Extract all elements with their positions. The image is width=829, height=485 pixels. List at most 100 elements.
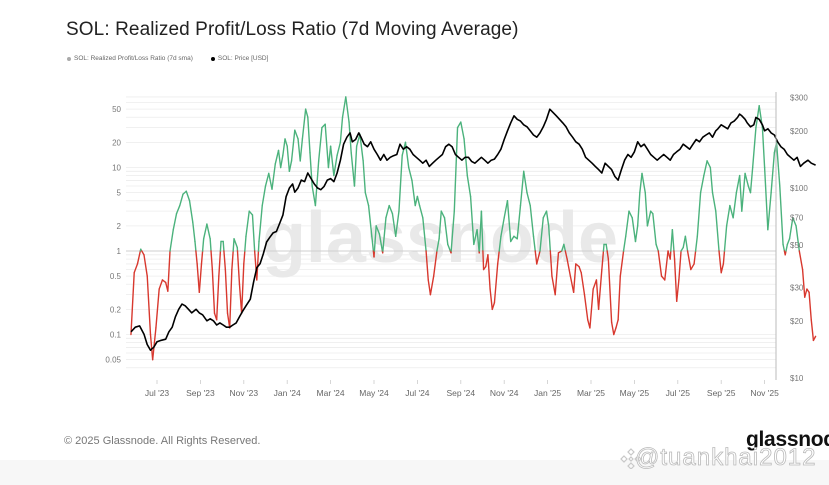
ratio-segment xyxy=(244,235,247,252)
gridlines xyxy=(126,96,776,369)
ratio-segment xyxy=(798,250,804,271)
ratio-segment xyxy=(694,235,699,252)
ratio-segment xyxy=(429,275,435,296)
ratio-segment xyxy=(456,121,462,129)
ratio-segment xyxy=(564,250,568,260)
ratio-segment xyxy=(143,254,148,277)
right-axis-tick-label: $50 xyxy=(790,241,804,250)
legend-item-price[interactable]: SOL: Price [USD] xyxy=(210,55,268,62)
ratio-segment xyxy=(194,240,197,252)
ratio-segment xyxy=(371,235,375,252)
ratio-segment xyxy=(301,108,307,140)
ratio-segment xyxy=(192,221,196,243)
ratio-segment xyxy=(432,250,438,277)
ratio-segment xyxy=(215,275,220,321)
ratio-segment xyxy=(288,160,293,173)
ratio-segment xyxy=(646,210,652,227)
ratio-segment xyxy=(549,250,553,277)
ratio-segment xyxy=(388,204,394,215)
ratio-segment xyxy=(268,172,273,190)
legend-item-ratio[interactable]: SOL: Realized Profit/Loss Ratio (7d sma) xyxy=(67,55,193,62)
ratio-segment xyxy=(261,185,267,207)
ratio-segment xyxy=(286,145,291,173)
ratio-segment xyxy=(605,243,608,252)
ratio-segment xyxy=(686,250,692,271)
ratio-segment xyxy=(489,288,493,311)
ratio-segment xyxy=(782,243,786,252)
ratio-segment xyxy=(172,212,178,231)
ratio-segment xyxy=(210,250,214,271)
ratio-segment xyxy=(416,195,421,207)
ratio-segment xyxy=(219,240,222,252)
ratio-segment xyxy=(206,223,211,240)
ratio-segment xyxy=(539,217,544,252)
ratio-segment xyxy=(741,172,746,212)
ratio-segment xyxy=(336,141,342,156)
ratio-segment xyxy=(243,250,246,265)
ratio-segment xyxy=(317,126,323,162)
copyright-footer: © 2025 Glassnode. All Rights Reserved. xyxy=(64,435,261,447)
ratio-segment xyxy=(274,149,280,165)
ratio-segment xyxy=(804,288,808,298)
x-axis-tick-label: Mar '24 xyxy=(317,388,345,398)
right-axis-tick-label: $200 xyxy=(790,127,808,136)
x-axis-ticks: Jul '23 Sep '23 Nov '23 Jan '24 Mar '24 May '… xyxy=(145,380,779,398)
ratio-segment xyxy=(198,263,203,294)
ratio-segment xyxy=(536,250,541,265)
ratio-segment xyxy=(373,225,377,252)
ratio-segment xyxy=(779,185,784,246)
ratio-segment xyxy=(684,235,689,252)
left-axis-ticks: 0.05 0.1 0.2 0.5 1 2 5 10 20 50 xyxy=(105,105,121,365)
ratio-segment xyxy=(324,123,330,169)
ratio-segment xyxy=(218,250,222,277)
x-axis-tick-label: Jul '23 xyxy=(145,388,170,398)
ratio-segment xyxy=(578,265,582,274)
left-axis-tick-label: 0.1 xyxy=(110,331,122,340)
ratio-segment xyxy=(425,250,429,281)
ratio-segment xyxy=(311,185,317,207)
ratio-segment xyxy=(299,138,304,162)
ratio-segment xyxy=(202,223,208,240)
ratio-segment xyxy=(480,210,484,252)
ratio-segment xyxy=(222,240,225,252)
ratio-segment xyxy=(290,129,296,162)
ratio-segment xyxy=(473,228,478,246)
ratio-segment xyxy=(136,250,142,265)
left-axis-tick-label: 2 xyxy=(117,222,122,231)
ratio-segment xyxy=(788,217,794,240)
ratio-segment xyxy=(703,160,708,177)
ratio-segment xyxy=(551,275,556,296)
ratio-segment xyxy=(175,204,181,215)
ratio-segment xyxy=(636,191,641,227)
ratio-segment xyxy=(619,250,625,277)
ratio-segment xyxy=(169,228,174,252)
ratio-segment xyxy=(233,238,238,249)
chart-title: SOL: Realized Profit/Loss Ratio (7d Movi… xyxy=(66,19,519,40)
ratio-segment xyxy=(498,235,502,252)
ratio-segment xyxy=(355,133,361,147)
ratio-segment xyxy=(597,268,603,311)
x-axis-tick-label: Nov '23 xyxy=(230,388,259,398)
ratio-segment xyxy=(141,250,145,256)
ratio-segment xyxy=(812,335,817,342)
ratio-segment xyxy=(617,275,621,321)
right-axis-tick-label: $10 xyxy=(790,374,804,383)
ratio-segment xyxy=(158,279,164,290)
legend-label-ratio: SOL: Realized Profit/Loss Ratio (7d sma) xyxy=(74,55,193,62)
ratio-segment xyxy=(487,254,491,290)
ratio-segment xyxy=(151,327,157,361)
ratio-segment xyxy=(491,302,496,311)
ratio-segment xyxy=(378,233,384,252)
ratio-segment xyxy=(673,250,676,260)
ratio-segment xyxy=(450,210,455,252)
ratio-segment xyxy=(179,193,184,207)
price-series xyxy=(130,108,816,351)
ratio-segment xyxy=(209,238,212,252)
x-axis-tick-label: Nov '25 xyxy=(750,388,779,398)
ratio-segment xyxy=(422,217,427,252)
ratio-segment xyxy=(519,170,525,207)
ratio-segment xyxy=(652,212,657,246)
ratio-segment xyxy=(382,217,387,252)
ratio-segment xyxy=(460,121,465,140)
ratio-segment xyxy=(232,238,235,252)
